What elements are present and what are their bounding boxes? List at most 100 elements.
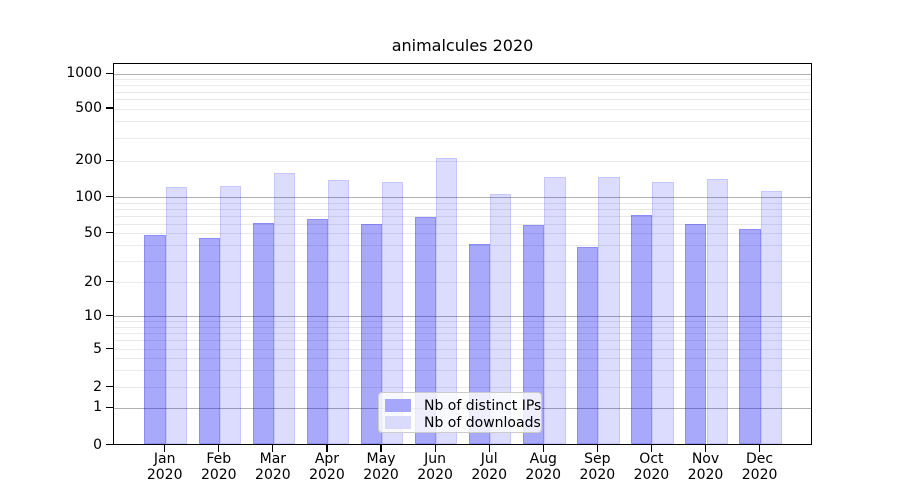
minor-gridline [114,387,811,389]
x-tick-label-line: 2020 [363,467,399,483]
minor-gridline [114,99,811,101]
minor-gridline [114,208,811,210]
x-tick-label: Feb 2020 [187,451,251,483]
minor-gridline [114,121,811,123]
legend-swatch [385,399,411,412]
minor-gridline [114,215,811,217]
minor-gridline [114,349,811,351]
y-tick-label: 200 [75,152,102,169]
x-tick-mark [380,445,382,452]
x-tick-mark [434,445,436,452]
minor-gridline [114,223,811,225]
x-tick-label-line: 2020 [633,467,670,483]
x-tick-label: Jan 2020 [133,451,197,483]
legend-label: Nb of distinct IPs [424,397,542,414]
y-tick-label: 5 [93,340,102,357]
x-tick-label-line: 2020 [525,467,562,483]
x-tick-label: Oct 2020 [619,451,683,483]
x-tick-label-line: Nov [691,451,720,467]
minor-gridline [114,84,811,86]
y-tick-label: 1 [93,399,102,416]
y-tick-label: 500 [75,100,102,116]
y-tick-mark [105,406,113,408]
y-tick-mark [105,281,113,283]
y-tick-mark [105,232,113,234]
y-tick-label: 50 [84,224,102,241]
x-tick-mark [164,445,166,452]
minor-gridline [114,326,811,328]
major-gridline [114,73,811,75]
x-tick-mark [650,445,652,452]
bar-downloads [219,185,242,444]
minor-gridline [114,137,811,139]
x-tick-label: Apr 2020 [295,451,359,483]
chart-title: animalcules 2020 [391,36,534,55]
y-tick-mark [105,159,113,161]
x-tick-label: Sep 2020 [565,451,629,483]
minor-gridline [114,160,811,162]
x-tick-mark [758,445,761,452]
bar-distinct-ips [414,217,437,444]
bar-downloads [706,178,728,444]
x-tick-label-line: Jul [480,451,498,467]
bar-downloads [165,187,187,444]
x-tick-label-line: 2020 [309,467,345,483]
legend-item: Nb of distinct IPs [385,397,541,414]
x-tick-label-line: Feb [206,451,232,467]
x-tick-mark [704,445,707,452]
bar-distinct-ips [685,223,707,444]
y-tick-label: 1000 [66,65,102,82]
bar-distinct-ips [577,247,599,444]
x-tick-label-line: Jan [153,451,176,467]
y-tick-mark [105,348,113,350]
y-tick-mark [105,107,113,109]
y-tick-mark [105,195,113,198]
minor-gridline [114,321,811,323]
minor-gridline [114,202,811,204]
y-tick-mark [105,315,113,317]
x-tick-label-line: 2020 [579,467,616,483]
minor-gridline [114,79,811,81]
minor-gridline [114,91,811,93]
x-tick-label-line: 2020 [741,467,778,483]
bar-downloads [544,176,566,444]
x-tick-mark [542,445,544,452]
bar-downloads [760,190,782,444]
x-tick-label: Mar 2020 [241,451,305,483]
y-tick-label: 10 [84,307,102,324]
y-tick-label: 0 [93,436,102,453]
x-tick-label-line: 2020 [687,467,724,483]
major-gridline [114,197,811,198]
x-tick-mark [272,445,274,452]
legend-item: Nb of downloads [385,414,541,431]
bar-downloads [273,172,296,444]
x-tick-mark [596,445,598,452]
x-tick-label: Nov 2020 [674,451,738,483]
bar-downloads [327,179,350,444]
minor-gridline [114,370,811,372]
bar-downloads [598,177,620,444]
y-tick-label: 20 [84,273,102,290]
y-tick-label: 2 [93,378,102,395]
legend-swatch [385,416,411,429]
minor-gridline [114,108,811,110]
x-tick-label-line: 2020 [471,467,507,483]
minor-gridline [114,260,811,262]
x-tick-label-line: Dec [746,451,774,467]
x-tick-label-line: Apr [314,451,340,467]
x-tick-label: Jun 2020 [403,451,467,483]
bar-distinct-ips [306,219,328,444]
bar-downloads [490,193,512,444]
x-tick-label-line: May [366,451,396,467]
minor-gridline [114,340,811,342]
x-tick-label: May 2020 [349,451,413,483]
minor-gridline [114,282,811,284]
y-tick-mark [105,72,113,74]
bar-distinct-ips [198,237,220,444]
x-tick-mark [488,445,490,452]
x-tick-label: Dec 2020 [728,451,792,483]
x-tick-label-line: 2020 [417,467,453,483]
x-tick-label-line: Mar [259,451,287,467]
y-tick-label: 100 [75,188,102,205]
